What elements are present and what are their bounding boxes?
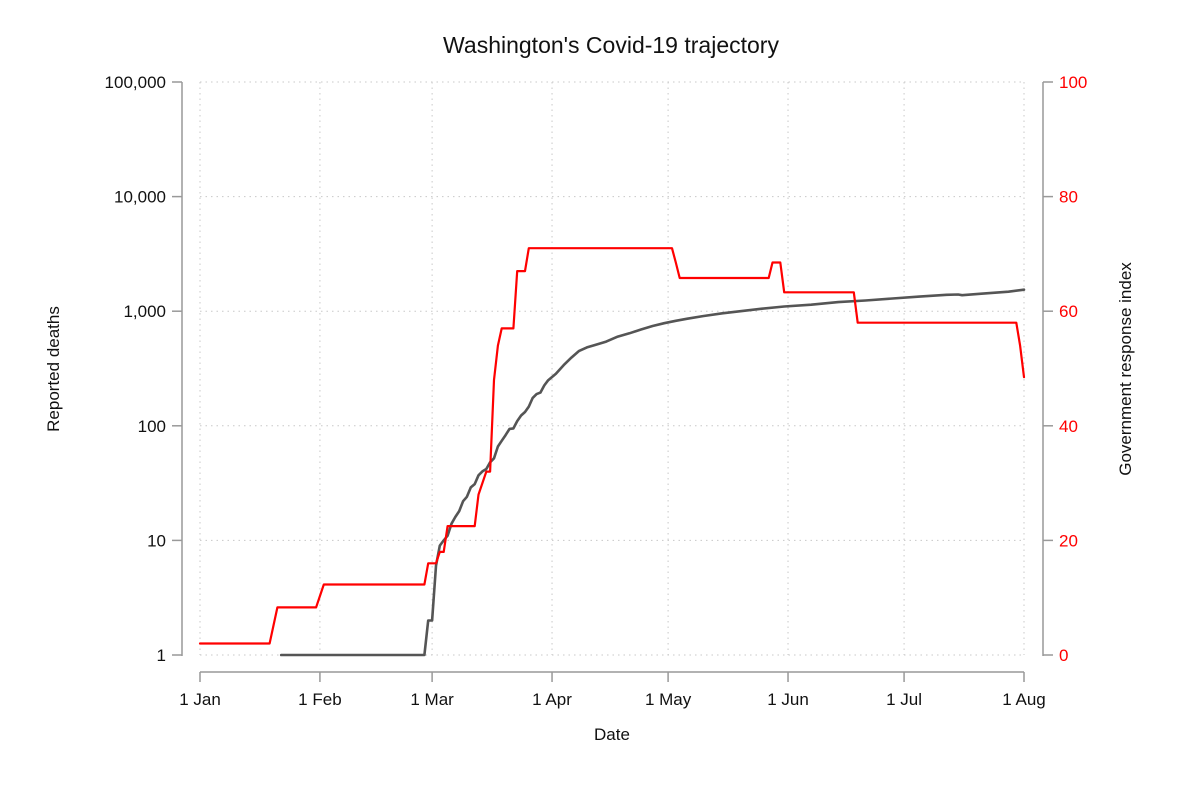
x-tick-label: 1 Jan [179,690,221,709]
grid [199,81,1025,656]
y-tick-label: 10,000 [114,188,166,207]
axes [181,82,1044,673]
y2-tick-label: 100 [1059,73,1087,92]
y-tick-label: 10 [147,531,166,550]
x-tick-label: 1 Jun [767,690,809,709]
x-axis-title: Date [594,725,630,744]
x-tick-label: 1 May [645,690,692,709]
y-tick-label: 100,000 [105,73,166,92]
y-axis-right-title: Government response index [1116,262,1135,476]
y2-tick-label: 80 [1059,188,1078,207]
x-tick-label: 1 Feb [298,690,341,709]
x-tick-label: 1 Apr [532,690,572,709]
series-line-deaths [279,288,1026,657]
y-tick-label: 100 [138,417,166,436]
x-tick-label: 1 Mar [410,690,454,709]
x-tick-label: 1 Jul [886,690,922,709]
y2-tick-label: 0 [1059,646,1068,665]
y2-tick-label: 60 [1059,302,1078,321]
series-layer [198,247,1026,657]
y-tick-label: 1,000 [123,302,166,321]
series-line-response-index [198,247,1026,645]
y-axis-left-title: Reported deaths [44,306,63,432]
y-tick-label: 1 [157,646,166,665]
tick-labels: 1 10 100 1,000 10,000 100,000 0 20 40 60 80 100 1 Ja… [105,73,1088,709]
y2-tick-label: 20 [1059,531,1078,550]
chart-title: Washington's Covid-19 trajectory [443,32,779,58]
y2-tick-label: 40 [1059,417,1078,436]
x-tick-label: 1 Aug [1002,690,1046,709]
